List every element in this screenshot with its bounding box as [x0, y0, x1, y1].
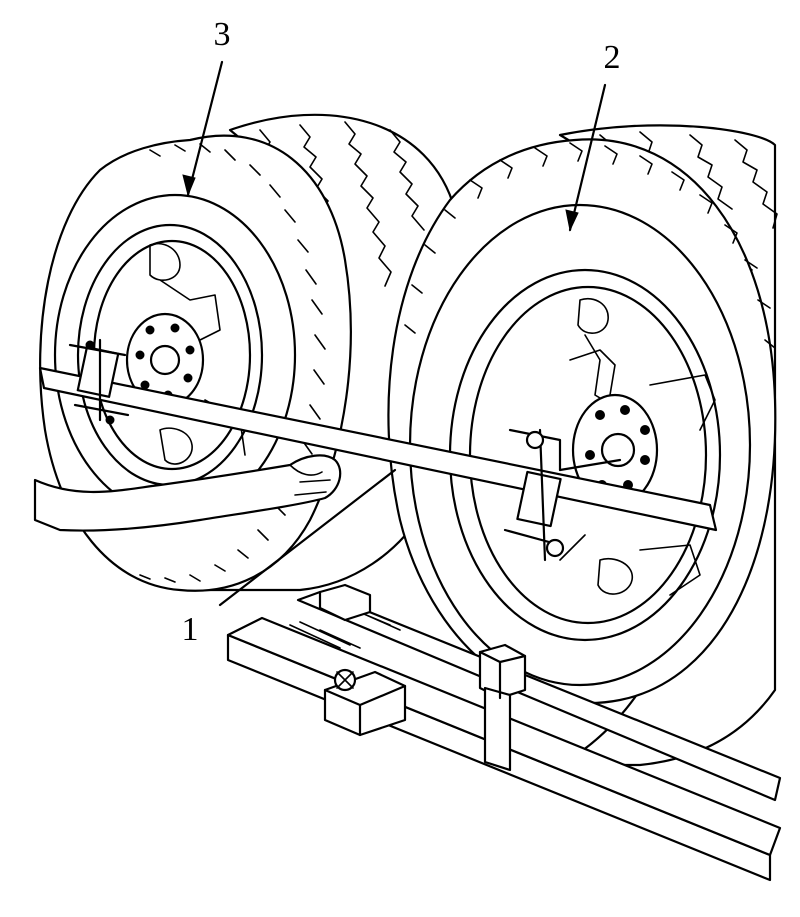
callout-leaders	[182, 60, 607, 607]
rail-back	[296, 590, 782, 802]
alignment-gauge-rod	[38, 338, 718, 562]
base-rail-gauge	[226, 583, 782, 882]
right-rod-clamp	[503, 428, 565, 562]
gauge-spindle-pin	[558, 458, 622, 472]
pointer-post	[483, 686, 512, 772]
callout-label-1: 1	[182, 611, 199, 648]
left-suspension	[149, 243, 246, 465]
leader-1	[218, 468, 397, 607]
callout-label-3: 3	[214, 16, 231, 53]
right-suspension	[559, 298, 716, 596]
right-hub-center	[600, 432, 636, 468]
left-hub-center	[149, 344, 181, 376]
technician-hands	[33, 454, 342, 532]
left-rod-clamp	[68, 338, 130, 425]
right-wheel-assembly	[387, 124, 778, 767]
leader-3	[186, 60, 224, 197]
right-front-tire-tread	[404, 142, 776, 349]
leader-2	[568, 83, 607, 232]
callout-label-2: 2	[604, 39, 621, 76]
technician-arm	[33, 454, 342, 532]
rail-back-block	[318, 583, 372, 622]
rail-ticks	[289, 603, 401, 649]
